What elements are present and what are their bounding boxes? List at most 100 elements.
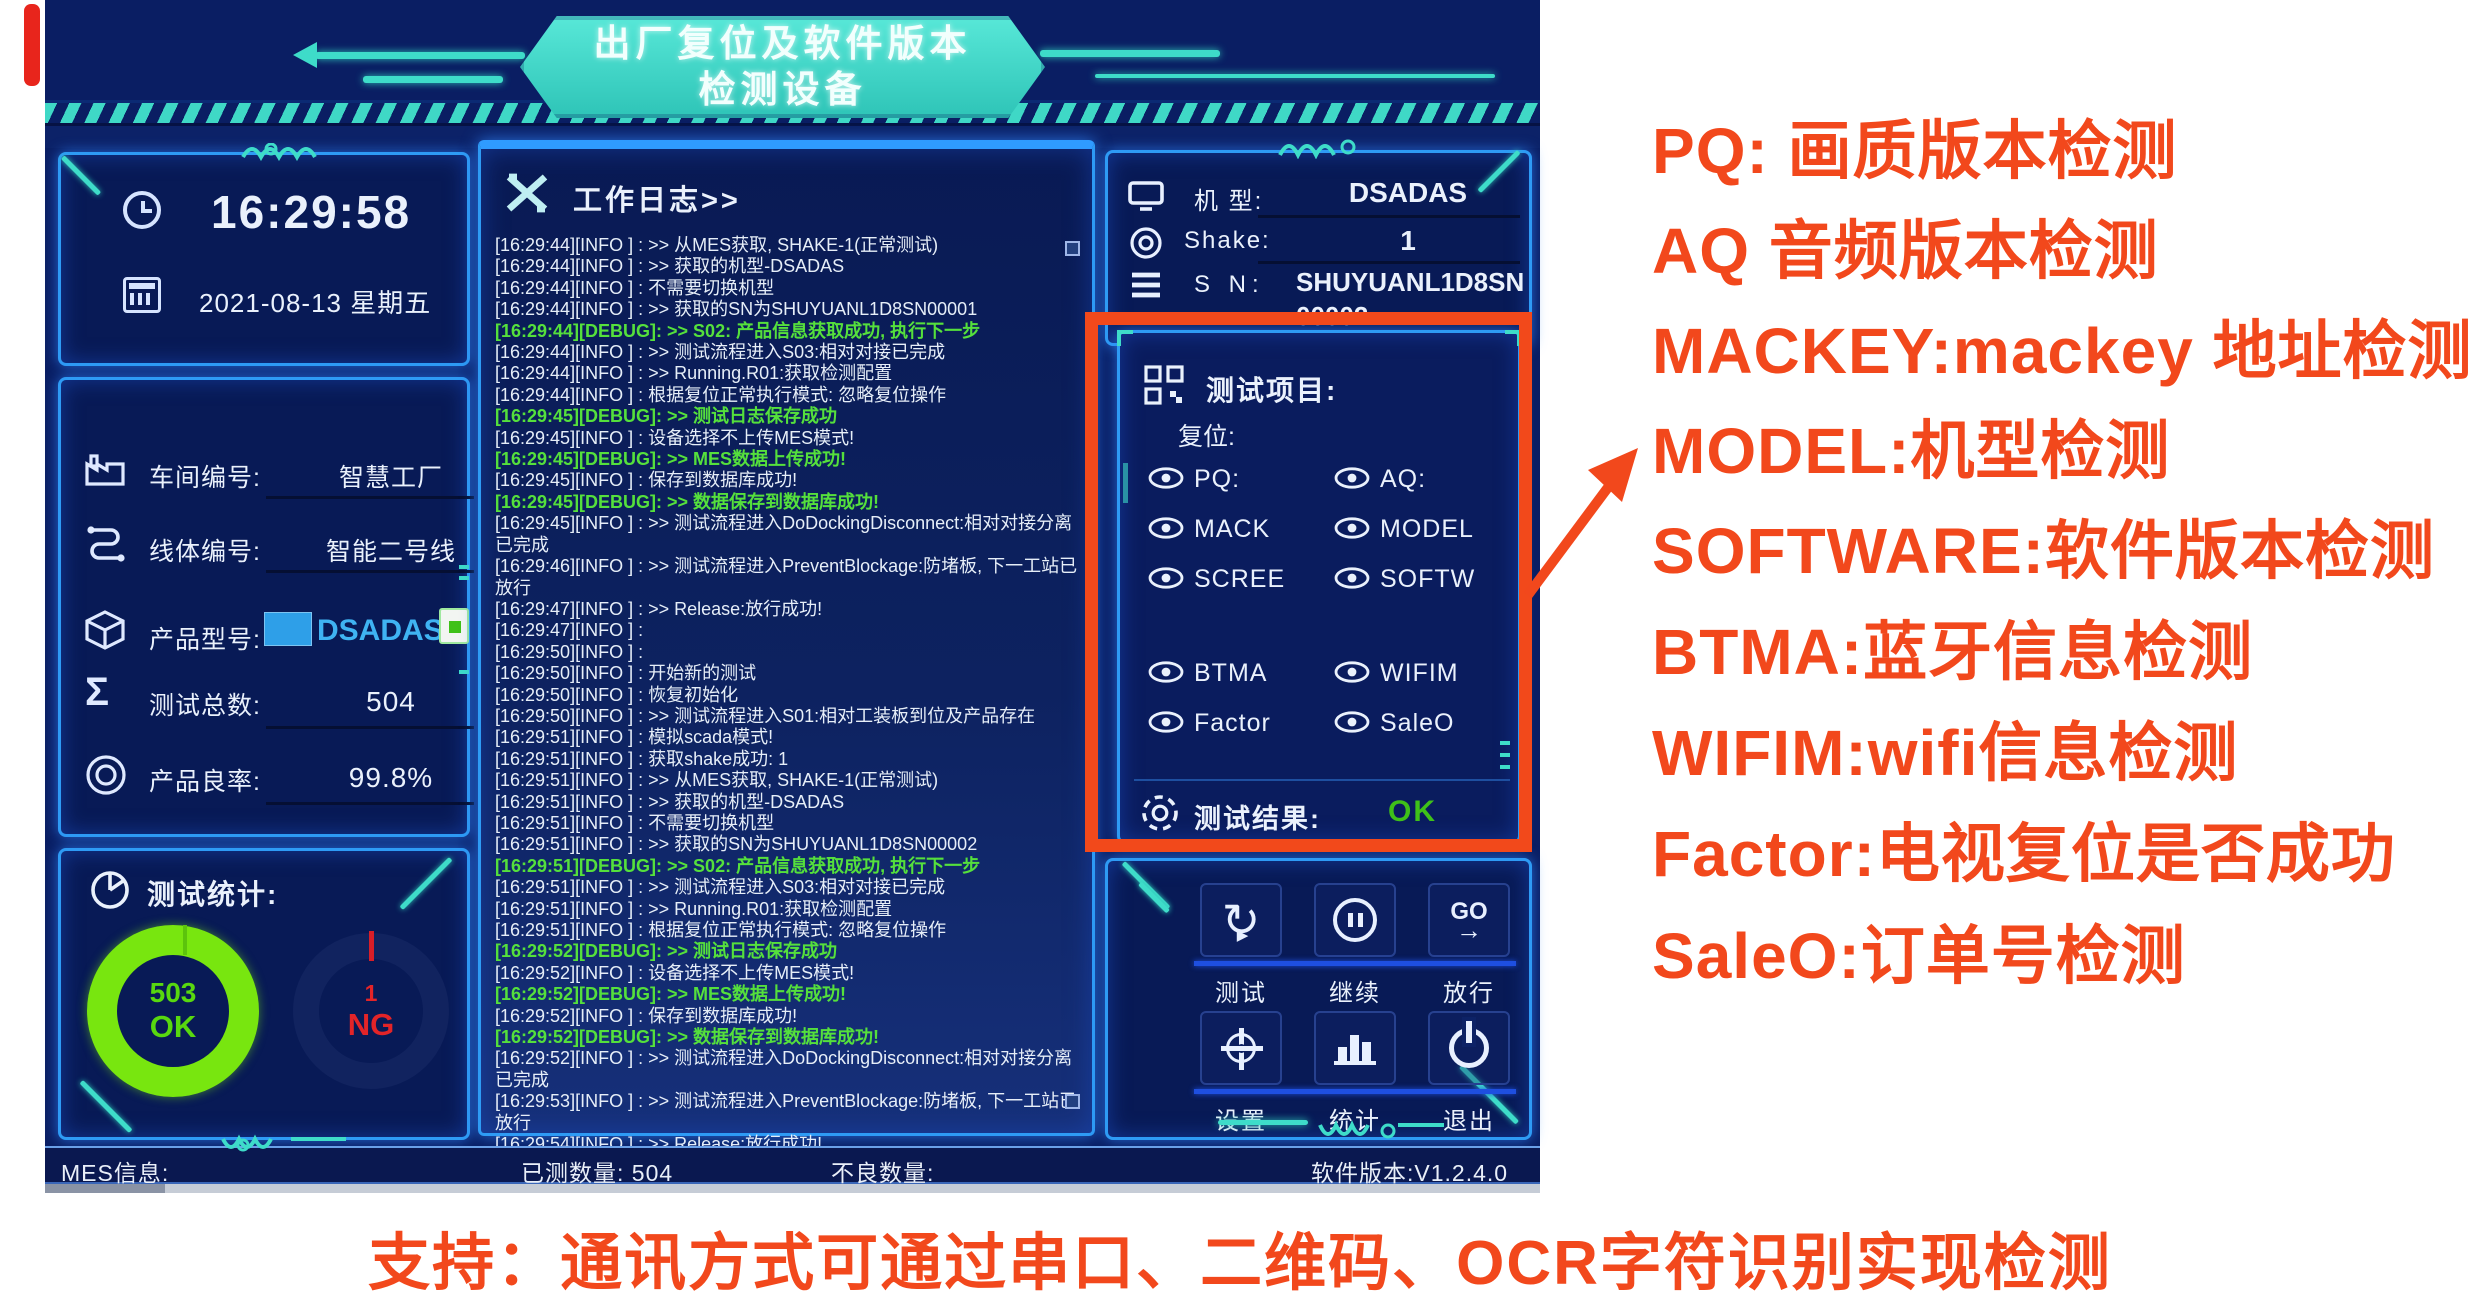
go-arrow-icon: GO → <box>1450 898 1488 945</box>
log-line: [16:29:52][DEBUG]: >> 数据保存到数据库成功! <box>495 1027 880 1048</box>
log-line: [16:29:44][INFO ] : >> 获取的机型-DSADAS <box>495 256 845 277</box>
ok-label: OK <box>149 1009 197 1044</box>
underline <box>266 726 474 729</box>
sigma-icon: Σ <box>85 670 110 714</box>
eye-icon[interactable] <box>1334 467 1370 494</box>
banner-left-decoration-2 <box>363 76 503 83</box>
yield-label: 产品良率: <box>149 768 261 796</box>
log-line: [16:29:44][INFO ] : >> 从MES获取, SHAKE-1(正… <box>495 235 939 255</box>
log-line: [16:29:51][INFO ] : 根据复位正常执行模式: 忽略复位操作 <box>495 920 947 940</box>
eye-icon[interactable] <box>1148 467 1184 494</box>
log-line: [16:29:50][INFO ] : >> 测试流程进入S01:相对工装板到位… <box>495 705 1036 726</box>
device-type-value: DSADAS <box>1348 177 1468 208</box>
banner-right-line <box>1095 74 1495 78</box>
model-color-swatch <box>264 612 312 646</box>
eye-icon[interactable] <box>1148 711 1184 738</box>
test-item-row: PQ: AQ: <box>1148 461 1508 501</box>
test-button[interactable]: ↻ ▶ <box>1200 883 1282 957</box>
log-line: [16:29:51][INFO ] : 获取shake成功: 1 <box>495 748 789 769</box>
log-line: [16:29:50][INFO ] : <box>495 641 644 662</box>
log-line: [16:29:44][DEBUG]: >> S02: 产品信息获取成功, 执行下… <box>495 320 981 341</box>
factory-icon <box>83 448 127 493</box>
release-button[interactable]: GO → <box>1428 883 1510 957</box>
log-line: [16:29:45][DEBUG]: >> 测试日志保存成功 <box>495 406 838 427</box>
corner-accent <box>399 856 453 911</box>
log-line: [16:29:44][INFO ] : >> 测试流程进入S03:相对对接已完成 <box>495 342 946 363</box>
clock-icon <box>123 191 161 229</box>
result-icon <box>1138 791 1182 840</box>
release-button-label: 放行 <box>1443 980 1495 1007</box>
test-item-label: WIFIM <box>1380 659 1459 687</box>
sub-band <box>45 126 1540 148</box>
log-title: 工作日志>> <box>573 185 741 217</box>
statistics-button[interactable] <box>1314 1011 1396 1085</box>
test-item-label: MODEL <box>1380 515 1474 543</box>
line-route-icon <box>83 522 127 571</box>
corner-accent <box>1138 881 1170 914</box>
edge-tick <box>1500 753 1510 757</box>
test-item-label: SaleO <box>1380 709 1455 737</box>
app-title-line1: 出厂复位及软件版本 <box>593 23 972 64</box>
eye-icon[interactable] <box>1148 661 1184 688</box>
continue-button[interactable] <box>1314 883 1396 957</box>
underline <box>266 496 474 499</box>
workshop-label: 车间编号: <box>149 464 261 492</box>
log-line: [16:29:46][INFO ] : >> 测试流程进入PreventBloc… <box>495 556 1078 598</box>
donut-notch <box>183 925 187 955</box>
scroll-up-handle[interactable] <box>1065 241 1080 256</box>
banner-left-arrow <box>293 42 317 68</box>
total-value: 504 <box>366 686 416 717</box>
edge-tick <box>459 670 469 674</box>
log-lines[interactable]: [16:29:44][INFO ] : >> 从MES获取, SHAKE-1(正… <box>495 235 1083 1179</box>
test-item-label: MACK <box>1194 515 1271 543</box>
log-line: [16:29:51][INFO ] : >> 获取的机型-DSADAS <box>495 791 845 812</box>
ng-donut-chart: 1 NG <box>293 931 449 1089</box>
pie-chart-icon <box>89 869 131 916</box>
exit-button[interactable] <box>1428 1011 1510 1085</box>
eye-icon[interactable] <box>1334 567 1370 594</box>
corner-accent <box>60 155 102 196</box>
annotation-arrow <box>1523 448 1638 598</box>
mes-info-label: MES信息: <box>61 1160 170 1186</box>
line-label: 线体编号: <box>149 538 261 566</box>
log-line: [16:29:53][INFO ] : >> 测试流程进入PreventBloc… <box>495 1091 1078 1133</box>
list-icon <box>1128 269 1164 306</box>
log-line: [16:29:51][DEBUG]: >> S02: 产品信息获取成功, 执行下… <box>495 855 981 876</box>
test-item-row: SCREE SOFTW <box>1148 561 1508 601</box>
test-items-group: 复位: <box>1178 423 1235 451</box>
annotation-saleo: SaleO:订单号检测 <box>1652 920 2186 992</box>
window-bottom-strip <box>45 1184 1540 1193</box>
edge-tick <box>459 576 469 580</box>
log-icon <box>503 171 551 220</box>
title-banner: 出厂复位及软件版本 检测设备 <box>520 16 1045 118</box>
scroll-down-handle[interactable] <box>1065 1094 1080 1109</box>
edge-accent <box>1123 463 1128 503</box>
button-underbar <box>1194 1089 1516 1094</box>
log-line: [16:29:52][INFO ] : 保存到数据库成功! <box>495 1005 798 1026</box>
log-line: [16:29:50][INFO ] : 恢复初始化 <box>495 684 739 705</box>
eye-icon[interactable] <box>1334 711 1370 738</box>
log-line: [16:29:45][DEBUG]: >> 数据保存到数据库成功! <box>495 491 880 512</box>
test-item-label: PQ: <box>1194 465 1241 493</box>
annotation-btma: BTMA:蓝牙信息检测 <box>1652 616 2254 688</box>
underline <box>1258 261 1520 264</box>
model-value: DSADAS <box>317 614 444 647</box>
yield-value: 99.8% <box>348 762 434 793</box>
eye-icon[interactable] <box>1334 661 1370 688</box>
test-item-label: SCREE <box>1194 565 1286 593</box>
test-items-title: 测试项目: <box>1206 375 1338 406</box>
log-line: [16:29:44][INFO ] : >> 获取的SN为SHUYUANL1D8… <box>495 299 978 320</box>
gear-icon <box>1221 1028 1263 1070</box>
defect-count: 不良数量: <box>831 1160 935 1186</box>
clock-panel: 16:29:58 2021-08-13 星期五 <box>58 143 470 366</box>
eye-icon[interactable] <box>1334 517 1370 544</box>
work-log-panel: 工作日志>> [16:29:44][INFO ] : >> 从MES获取, SH… <box>478 140 1095 1175</box>
log-line: [16:29:45][INFO ] : 设备选择不上传MES模式! <box>495 427 855 448</box>
eye-icon[interactable] <box>1148 567 1184 594</box>
settings-button[interactable] <box>1200 1011 1282 1085</box>
underline <box>266 570 474 573</box>
eye-icon[interactable] <box>1148 517 1184 544</box>
cube-icon <box>83 608 127 657</box>
model-dropdown[interactable] <box>439 608 469 644</box>
